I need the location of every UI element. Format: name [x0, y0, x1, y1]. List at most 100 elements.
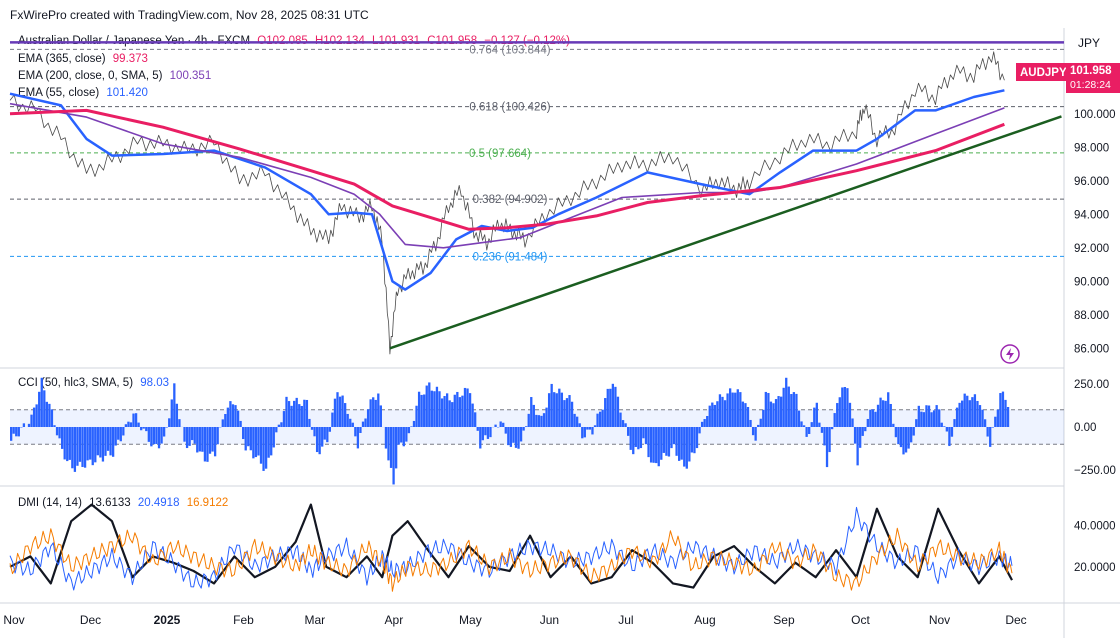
- ema365-legend[interactable]: EMA (365, close) 99.373: [18, 53, 152, 65]
- cci-bar: [823, 427, 826, 446]
- y-axis: 100.000 98.000 96.000 94.000 92.000 90.000 88.…: [1074, 109, 1116, 574]
- cci-bar: [736, 389, 739, 427]
- ohlc-high: H102.134: [314, 35, 365, 47]
- symbol-badge[interactable]: AUDJPY: [1016, 63, 1071, 81]
- cci-bar: [55, 427, 59, 436]
- cci-bar: [818, 422, 821, 427]
- cci-bar: [15, 427, 18, 437]
- cci-bar: [550, 383, 553, 427]
- price-series-line: [9, 51, 1005, 355]
- cci-bar: [392, 427, 395, 485]
- y-tick-label: −250.00: [1074, 465, 1116, 477]
- cci-bar: [792, 392, 796, 427]
- cci-bar: [384, 427, 388, 449]
- cci-bar: [111, 427, 115, 457]
- cci-bar: [252, 427, 255, 459]
- cci-bar: [843, 387, 847, 427]
- ema365-line: [9, 108, 1005, 231]
- cci-bar: [961, 400, 964, 427]
- cci-bar: [206, 427, 209, 462]
- cci-bar: [723, 400, 727, 427]
- last-price-tag[interactable]: 101.958 01:28:24: [1066, 63, 1120, 93]
- cci-bar: [259, 427, 263, 464]
- cci-bar: [690, 427, 694, 453]
- dmi-value-plus: 20.4918: [137, 497, 180, 509]
- cci-bar: [958, 402, 961, 427]
- ema200-legend[interactable]: EMA (200, close, 0, SMA, 5) 100.351: [18, 70, 215, 82]
- dmi-value-adx: 13.6133: [89, 497, 131, 509]
- cci-bar: [655, 427, 658, 464]
- cci-bar: [978, 405, 982, 427]
- cci-bar: [734, 392, 737, 427]
- cci-bar: [695, 427, 699, 449]
- cci-bar: [836, 403, 839, 427]
- cci-bar: [471, 403, 474, 427]
- cci-bar: [838, 397, 841, 427]
- cci-bar: [731, 392, 734, 427]
- cci-bar: [963, 393, 966, 427]
- cci-bar: [624, 423, 627, 427]
- ema55-value: 101.420: [106, 87, 148, 99]
- cci-bar: [700, 421, 704, 427]
- cci-bar: [239, 420, 242, 427]
- cci-bar: [331, 412, 334, 427]
- cci-bar: [188, 427, 191, 446]
- cci-bar: [968, 400, 971, 427]
- ema55-legend[interactable]: EMA (55, close) 101.420: [18, 87, 152, 99]
- cci-bar: [50, 409, 54, 427]
- cci-bar: [797, 410, 801, 427]
- cci-bar: [293, 400, 296, 427]
- cci-bar: [948, 427, 951, 447]
- cci-legend[interactable]: CCI (50, hlc3, SMA, 5) 98.03: [18, 377, 173, 389]
- cci-bar: [124, 424, 128, 427]
- cci-bar: [683, 427, 686, 467]
- cci-bar: [570, 401, 574, 427]
- cci-bar: [866, 418, 869, 427]
- cci-bar: [201, 427, 204, 452]
- cci-bar: [509, 427, 513, 447]
- y-tick-label: 100.000: [1074, 109, 1116, 121]
- cci-bar: [606, 388, 609, 427]
- cci-bar: [310, 427, 314, 430]
- cci-bar: [535, 414, 538, 427]
- cci-bar: [912, 427, 915, 436]
- cci-bar: [364, 418, 367, 427]
- cci-bar: [407, 427, 411, 434]
- alert-lightning-icon[interactable]: [1000, 344, 1020, 364]
- cci-bar: [586, 427, 589, 430]
- dmi-legend[interactable]: DMI (14, 14) 13.6133 20.4918 16.9122: [18, 497, 232, 509]
- cci-bar: [994, 416, 997, 427]
- cci-bar: [264, 427, 268, 469]
- cci-bar: [537, 415, 541, 427]
- cci-bar: [917, 405, 920, 427]
- cci-bar: [892, 423, 895, 427]
- x-tick-label: Jun: [540, 613, 559, 627]
- fib-level-label: 0.382 (94.902): [473, 194, 548, 206]
- cci-bar: [874, 411, 877, 427]
- cci-bar: [621, 420, 625, 427]
- cci-bar: [547, 393, 551, 427]
- cci-label: CCI (50, hlc3, SMA, 5): [18, 377, 134, 389]
- cci-bar: [423, 394, 426, 427]
- currency-label[interactable]: JPY: [1078, 36, 1101, 50]
- cci-bar: [315, 427, 319, 453]
- y-tick-label: 96.000: [1074, 176, 1109, 188]
- cci-bar: [693, 427, 696, 454]
- cci-bar: [512, 427, 515, 443]
- cci-bar: [451, 402, 454, 427]
- cci-bar: [522, 427, 525, 431]
- y-tick-label: 98.000: [1074, 142, 1109, 154]
- cci-bar: [779, 396, 783, 427]
- cci-bar: [81, 427, 84, 467]
- cci-bar: [257, 427, 260, 456]
- fib-level-label: 0.764 (103.844): [469, 44, 550, 56]
- cci-bar: [871, 409, 875, 427]
- cci-bar: [593, 425, 597, 427]
- cci-bar: [40, 377, 43, 427]
- cci-bar: [114, 427, 117, 446]
- cci-bar: [540, 415, 543, 427]
- cci-bar: [86, 427, 89, 461]
- cci-bar: [581, 427, 584, 439]
- cci-bar: [790, 394, 793, 427]
